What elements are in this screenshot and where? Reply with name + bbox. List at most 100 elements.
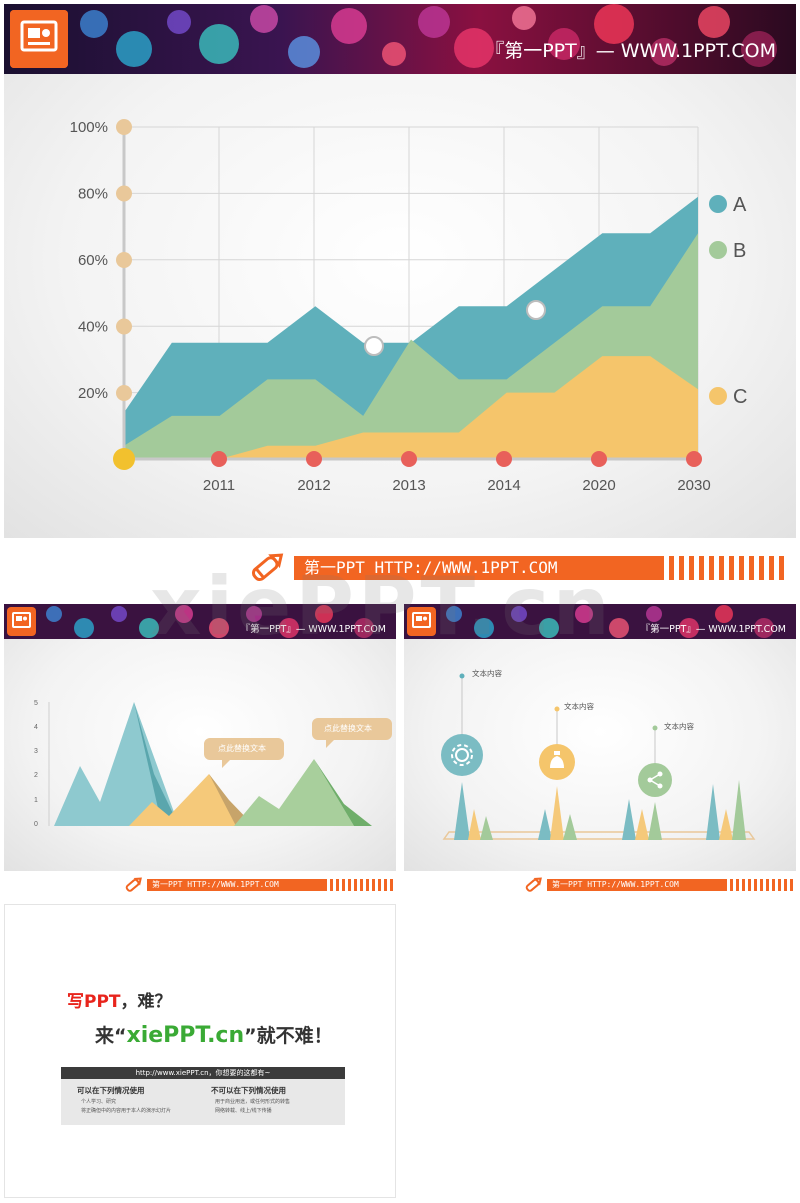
cone [622,799,636,840]
area-C [124,356,698,459]
y-tick-dot [116,318,132,335]
label-dot [652,725,658,731]
promo-line-2: 来“xiePPT.cn”就不难！ [95,1021,333,1048]
promo-site-name: xiePPT.cn [126,1023,245,1048]
x-tick-dot [211,451,227,467]
x-tick-dot [306,451,322,467]
header-title: 『第一PPT』— WWW.1PPT.COM [640,624,786,635]
y-tick-label: 100% [70,119,108,136]
cone [563,814,577,840]
usage-bar-text: http://www.xiePPT.cn，你想要的这都有~ [61,1067,345,1079]
header-banner [4,604,396,639]
label-3: 文本内容 [664,721,694,731]
slide-footer: 第一PPT HTTP://WWW.1PPT.COM [4,538,796,598]
origin-dot [113,448,135,470]
y-tick-label: 20% [78,385,108,402]
marker-dot [526,300,546,320]
promo-question: ，难？ [120,992,172,1012]
gear-icon [441,734,483,776]
ppt-logo-icon [407,607,436,636]
promo-red-text: 写PPT [67,992,121,1012]
legend-swatch [709,241,727,259]
allowed-item: 将正确但中的内容用于本人的演示幻灯片 [81,1108,172,1114]
footer-url: 第一PPT HTTP://WWW.1PPT.COM [547,879,727,891]
promo-line-1: 写PPT，难？ [67,987,172,1012]
pen-icon [125,877,142,892]
footer-stripes [669,556,784,580]
callout-2-text: 点此替换文本 [324,723,372,733]
cone [706,784,720,840]
footer-url: 第一PPT HTTP://WWW.1PPT.COM [147,879,327,891]
x-tick-dot [401,451,417,467]
marker-dot [364,336,384,356]
y-tick: 2 [34,772,38,779]
label-2: 文本内容 [564,701,594,711]
promo-pre: 来“ [95,1025,127,1047]
slide-mountain-chart[interactable]: 『第一PPT』— WWW.1PPT.COM 5 4 3 2 1 0 点此替换文本… [4,604,396,898]
legend-label: A [733,194,747,216]
x-tick-label: 2014 [487,477,520,494]
y-tick-dot [116,252,132,268]
footer-stripes [330,879,393,891]
legend-swatch [709,195,727,213]
disallowed-title: 不可以在下列情况使用 [211,1086,286,1095]
label-1: 文本内容 [472,668,502,678]
mountain-chart: 5 4 3 2 1 0 点此替换文本 点此替换文本 [34,700,392,828]
y-tick-dot [116,119,132,135]
callout-1-text: 点此替换文本 [218,743,266,753]
x-tick-label: 2012 [297,477,330,494]
slide-footer: 第一PPT HTTP://WWW.1PPT.COM [4,871,396,898]
pen-icon [251,553,284,582]
header-banner [404,604,796,639]
callout-2 [312,718,392,748]
x-tick-dot [686,451,702,467]
y-tick-dot [116,185,132,202]
label-dot [459,673,465,679]
cone [468,809,481,840]
x-tick-label: 2011 [203,477,235,494]
legend-label: B [733,240,746,262]
slide-area-chart[interactable]: 『第一PPT』— WWW.1PPT.COM 100% 80% 60% 40% 20% 20… [4,4,796,598]
slide-body [4,639,396,871]
x-tick-label: 2013 [392,477,425,494]
y-tick: 3 [34,748,38,755]
share-icon [638,763,672,797]
legend-swatch [709,387,727,405]
y-tick-dot [116,385,132,401]
y-tick: 1 [34,797,38,804]
header-title: 『第一PPT』— WWW.1PPT.COM [240,624,386,635]
label-dot [554,706,560,712]
ppt-logo-icon [7,607,36,636]
allowed-item: 个人学习、研究 [81,1099,117,1105]
allowed-title: 可以在下列情况使用 [77,1086,145,1095]
usage-box: http://www.xiePPT.cn，你想要的这都有~ 可以在下列情况使用 … [61,1067,345,1125]
pen-icon [525,877,542,892]
y-tick: 5 [34,700,38,707]
mountain-yellow [129,774,244,826]
area-chart: 100% 80% 60% 40% 20% 2011 2012 2013 2014 2020 2030… [70,119,747,494]
mountain-teal-shade [134,702,179,826]
slide-cone-chart[interactable]: 『第一PPT』— WWW.1PPT.COM 文本内容 文本内容 文本内容 [404,604,796,898]
slide-footer: 第一PPT HTTP://WWW.1PPT.COM [404,871,796,898]
cone [550,786,564,840]
cone [538,809,552,840]
y-tick: 0 [34,821,38,828]
cone [648,802,662,840]
x-tick-label: 2030 [677,477,710,494]
cone [480,816,493,840]
disallowed-item: 用于商业用途，或任何形式的转售 [215,1099,291,1105]
ppt-logo-icon [10,10,68,68]
cone [732,780,746,840]
y-tick-label: 80% [78,186,108,203]
x-tick-dot [591,451,607,467]
promo-post: ”就不难！ [244,1025,333,1047]
cone [635,809,649,840]
mountain-teal [54,702,179,826]
disallowed-item: 网络转载、线上/线下传播 [215,1108,272,1114]
cone [454,782,470,840]
cone-chart: 文本内容 文本内容 文本内容 [441,668,756,840]
slide-promo[interactable]: 写PPT，难？ 来“xiePPT.cn”就不难！ http://www.xieP… [4,904,396,1198]
header-title: 『第一PPT』— WWW.1PPT.COM [485,40,776,62]
footer-url: 第一PPT HTTP://WWW.1PPT.COM [294,556,664,580]
